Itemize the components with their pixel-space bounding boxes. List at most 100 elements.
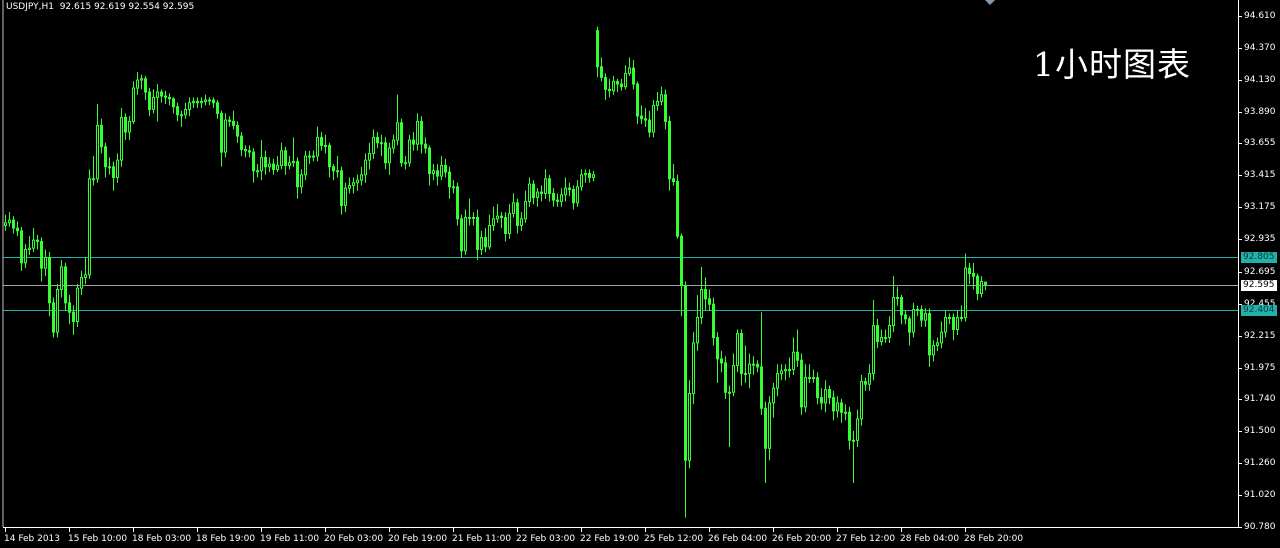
candle [196,97,199,109]
candle-body-bull [736,333,739,367]
candle-body-bear [240,135,243,150]
candle-body-bear [484,236,487,248]
time-tick-label: 19 Feb 11:00 [260,534,320,544]
candle [676,174,679,239]
candle-body-bear [704,289,707,300]
candle [980,276,983,298]
candle [744,345,747,383]
candle-body-bull [780,370,783,375]
price-tick-label: 90.780 [1244,521,1276,532]
candle [388,142,391,175]
candle [764,401,767,483]
candle [912,302,915,338]
time-tick-label: 26 Feb 20:00 [772,534,832,544]
candle [312,150,315,162]
candle [344,182,347,213]
candle [148,88,151,117]
candle [960,305,963,322]
candle-body-bull [404,162,407,165]
level-price-label: 92.805 [1241,251,1277,263]
candle-body-bull [564,187,567,196]
candle [524,190,527,223]
candle [920,305,923,327]
candle [212,97,215,109]
candle-body-bull [24,248,27,264]
time-tick-label: 14 Feb 2013 [4,534,61,544]
candle-body-bull [488,224,491,248]
candle-body-bear [972,273,975,277]
candle [224,113,227,158]
price-tick-label: 93.415 [1244,169,1276,180]
candle [476,209,479,261]
candle [544,169,547,199]
candle-body-bull [308,155,311,158]
candle [180,110,183,127]
candle-body-bear [236,124,239,137]
candle [380,134,383,157]
candle [656,92,659,111]
candle [184,102,187,119]
candle-body-bull [536,191,539,198]
candle [856,409,859,447]
candle-body-bull [132,87,135,122]
candle-body-bull [208,99,211,102]
candle-body-bull [152,96,155,110]
chart-overlay-title: 1小时图表 [1033,45,1191,84]
candle [636,81,639,125]
candle-body-bull [224,119,227,153]
candle-body-bear [568,187,571,190]
candle [892,276,895,333]
candle [340,166,343,215]
candle-body-bear [672,178,675,182]
chart-shift-marker-icon[interactable] [985,0,995,5]
candle-body-bear [676,180,679,237]
candle-body-bull [512,202,515,214]
candle-body-bear [500,215,503,218]
candle [556,193,559,207]
candle [984,281,987,291]
candle [644,108,647,127]
candle [200,97,203,109]
candle [24,244,27,269]
candle-body-bear [708,298,711,305]
candle [428,145,431,186]
candle [504,212,507,242]
candle-body-bear [556,199,559,202]
candle [424,137,427,154]
candle [140,74,143,90]
candle-body-bull [440,164,443,177]
candle-body-bull [108,166,111,169]
candle [776,364,779,397]
candle [956,310,959,335]
candle-body-bull [812,377,815,380]
candle [580,169,583,191]
candle [548,174,551,202]
candle [384,137,387,170]
candle [932,340,935,362]
candle-body-bear [816,377,819,399]
candle [96,104,99,183]
candle-body-bull [544,178,547,194]
candle [64,262,67,311]
price-tick-label: 93.655 [1244,137,1276,148]
candle [872,300,875,381]
candle [916,305,919,317]
candle [796,329,799,367]
candle-body-bear [248,150,251,153]
candle [288,156,291,170]
candle [316,126,319,162]
candle [36,234,39,250]
candle-body-bear [640,115,643,120]
candle [360,166,363,186]
candle-body-bear [40,240,43,269]
candle [92,156,95,186]
price-tick-label: 94.130 [1244,74,1276,85]
candle-body-bear [760,366,763,409]
candle-body-bull [128,120,131,133]
candle [144,76,147,101]
time-tick-label: 22 Feb 19:00 [580,534,640,544]
candle-body-bear [632,67,635,85]
candle-body-bull [84,274,87,279]
candle-body-bull [628,67,631,74]
